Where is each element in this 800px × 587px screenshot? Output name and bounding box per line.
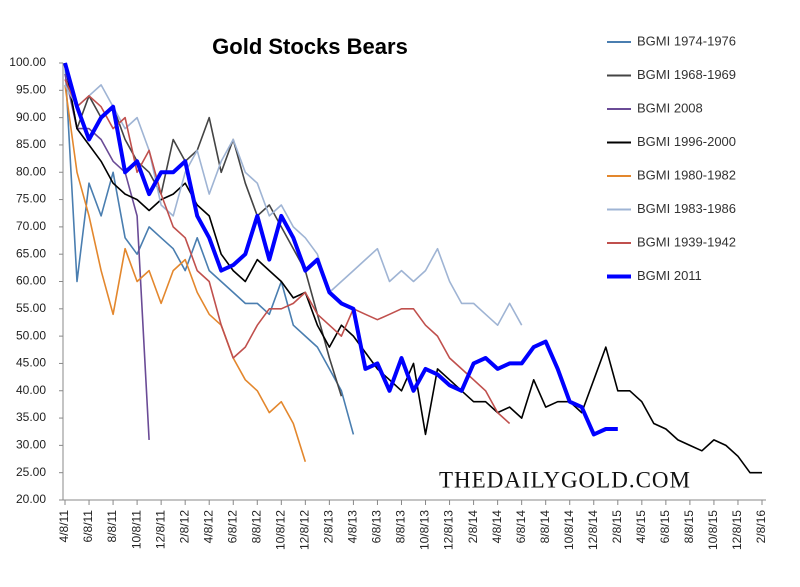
legend-label: BGMI 2008 [637,100,703,115]
y-tick-label: 75.00 [16,192,46,206]
series-line [64,84,307,463]
y-tick-label: 80.00 [16,164,46,178]
legend-label: BGMI 1974-1976 [637,33,736,48]
x-tick-label: 2/8/13 [322,510,336,544]
series-line [64,73,150,440]
series-line [64,62,355,435]
x-tick-label: 12/8/11 [153,510,167,549]
x-tick-label: 10/8/14 [562,510,576,550]
y-tick-label: 95.00 [16,82,46,96]
x-tick-label: 2/8/16 [754,510,768,544]
y-tick-label: 25.00 [16,465,46,479]
x-tick-label: 6/8/14 [514,510,528,544]
y-tick-label: 70.00 [16,219,46,233]
y-tick-label: 45.00 [16,356,46,370]
y-tick-label: 35.00 [16,410,46,424]
x-tick-label: 10/8/15 [706,510,720,550]
y-tick-label: 55.00 [16,301,46,315]
series-line [64,84,523,326]
x-tick-label: 6/8/12 [225,510,239,544]
x-tick-label: 10/8/12 [273,510,287,550]
x-tick-label: 6/8/13 [370,510,384,544]
x-tick-label: 8/8/12 [249,510,263,544]
y-tick-label: 30.00 [16,438,46,452]
x-tick-label: 2/8/15 [610,510,624,544]
legend-label: BGMI 1996-2000 [637,134,736,149]
x-tick-label: 6/8/11 [81,510,95,543]
y-tick-label: 50.00 [16,328,46,342]
x-tick-label: 12/8/15 [730,510,744,550]
x-tick-label: 4/8/12 [201,510,215,544]
x-tick-label: 8/8/13 [394,510,408,544]
x-tick-label: 12/8/13 [442,510,456,550]
legend-label: BGMI 2011 [637,268,702,283]
legend-label: BGMI 1983-1986 [637,201,736,216]
x-tick-label: 4/8/13 [346,510,360,544]
legend-label: BGMI 1980-1982 [637,167,736,182]
legend-label: BGMI 1968-1969 [637,67,736,82]
y-tick-label: 20.00 [16,492,46,506]
x-tick-label: 8/8/15 [682,510,696,544]
y-tick-label: 100.00 [9,55,46,69]
x-tick-label: 10/8/13 [418,510,432,550]
x-tick-label: 6/8/15 [658,510,672,544]
x-tick-label: 8/8/14 [538,510,552,544]
y-tick-label: 40.00 [16,383,46,397]
x-tick-label: 4/8/14 [490,510,504,544]
x-tick-label: 2/8/12 [177,510,191,544]
watermark: THEDAILYGOLD.COM [439,467,691,492]
x-tick-label: 12/8/12 [298,510,312,550]
x-tick-label: 12/8/14 [586,510,600,550]
x-tick-label: 8/8/11 [105,510,119,543]
y-tick-label: 85.00 [16,137,46,151]
x-tick-label: 4/8/11 [57,510,71,543]
series-line [63,62,618,437]
chart-title: Gold Stocks Bears [212,34,408,59]
legend-label: BGMI 1939-1942 [637,234,736,249]
y-tick-label: 65.00 [16,246,46,260]
x-tick-label: 2/8/14 [466,510,480,544]
y-tick-label: 60.00 [16,274,46,288]
x-tick-label: 4/8/15 [634,510,648,544]
y-tick-label: 90.00 [16,110,46,124]
x-tick-label: 10/8/11 [129,510,143,549]
